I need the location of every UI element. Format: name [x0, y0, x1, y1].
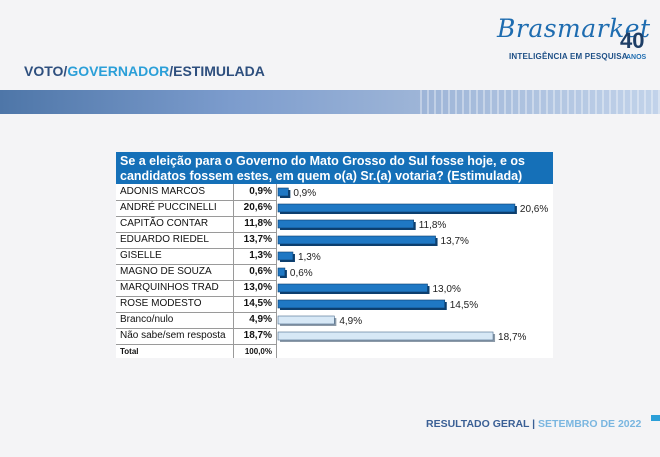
- decorative-band: [0, 90, 660, 114]
- table-row: ANDRÉ PUCCINELLI 20,6%: [116, 200, 276, 217]
- bar: [277, 251, 294, 261]
- candidate-name: EDUARDO RIEDEL: [120, 234, 209, 245]
- bar-group: 14,5%: [277, 299, 478, 311]
- bar-group: 18,7%: [277, 331, 527, 343]
- brasmarket-logo: Brasmarket 40 ANOS INTELIGÊNCIA EM PESQU…: [497, 14, 657, 64]
- candidate-name: ROSE MODESTO: [120, 298, 202, 309]
- page-title: VOTO/GOVERNADOR/ESTIMULADA: [24, 63, 265, 79]
- logo-script-text: Brasmarket: [497, 14, 651, 43]
- table-row: Não sabe/sem resposta 18,7%: [116, 328, 276, 345]
- candidate-percent: 13,0%: [243, 282, 272, 293]
- candidate-name: ADONIS MARCOS: [120, 186, 206, 197]
- bar-value-label: 0,9%: [293, 188, 316, 199]
- bar-value-label: 14,5%: [450, 300, 478, 311]
- bar-value-label: 20,6%: [520, 204, 548, 215]
- footer-result-label: RESULTADO GERAL: [426, 418, 530, 430]
- candidate-percent: 20,6%: [243, 202, 272, 213]
- footer-text: RESULTADO GERAL | SETEMBRO DE 2022: [426, 418, 641, 430]
- bar: [277, 235, 436, 245]
- title-part-governador: GOVERNADOR: [67, 63, 170, 79]
- candidate-name: CAPITÃO CONTAR: [120, 218, 209, 229]
- table-chart-divider: [276, 184, 277, 358]
- chart-question-header: Se a eleição para o Governo do Mato Gros…: [116, 152, 553, 184]
- bar-group: 20,6%: [277, 203, 548, 215]
- bar: [277, 219, 414, 229]
- logo-years-number: 40: [620, 28, 645, 53]
- candidate-percent: 4,9%: [249, 314, 272, 325]
- bar: [277, 283, 428, 293]
- bar-value-label: 0,6%: [290, 268, 313, 279]
- bar-group: 4,9%: [277, 315, 362, 327]
- bar-group: 1,3%: [277, 251, 321, 263]
- table-row: MARQUINHOS TRAD 13,0%: [116, 280, 276, 297]
- table-row: CAPITÃO CONTAR 11,8%: [116, 216, 276, 233]
- candidate-name: MAGNO DE SOUZA: [120, 266, 212, 277]
- bar-group: 13,0%: [277, 283, 461, 295]
- bar: [277, 187, 289, 197]
- bar-group: 11,8%: [277, 219, 447, 231]
- candidate-percent: 18,7%: [243, 330, 272, 341]
- footer-separator: |: [529, 418, 539, 430]
- candidate-percent: 13,7%: [243, 234, 272, 245]
- bar-chart-svg: 0,9% 20,6% 11,8% 13,7% 1,3% 0,6% 13,0% 14,5% 4,9…: [277, 187, 548, 343]
- logo-years-label: ANOS: [626, 54, 647, 61]
- candidate-percent: 0,9%: [249, 186, 272, 197]
- candidate-name: Não sabe/sem resposta: [120, 330, 226, 341]
- bar-group: 0,6%: [277, 267, 313, 279]
- candidate-percent: 1,3%: [249, 250, 272, 261]
- chart-question-line-1: Se a eleição para o Governo do Mato Gros…: [120, 154, 525, 168]
- bar: [277, 331, 494, 341]
- bar-value-label: 18,7%: [498, 332, 526, 343]
- bar-value-label: 13,0%: [433, 284, 461, 295]
- table-row: ADONIS MARCOS 0,9%: [116, 184, 276, 201]
- logo-subtitle: INTELIGÊNCIA EM PESQUISA: [509, 52, 628, 61]
- total-label: Total: [120, 347, 139, 356]
- title-part-estimulada: /ESTIMULADA: [169, 63, 265, 79]
- candidate-name: GISELLE: [120, 250, 162, 261]
- bar-value-label: 4,9%: [339, 316, 362, 327]
- footer-accent: [651, 415, 660, 421]
- candidate-name: Branco/nulo: [120, 314, 174, 325]
- candidate-percent: 11,8%: [244, 218, 272, 229]
- candidate-percent: 14,5%: [243, 298, 272, 309]
- bar-value-label: 13,7%: [441, 236, 469, 247]
- candidate-name: ANDRÉ PUCCINELLI: [120, 202, 217, 213]
- bar-value-label: 1,3%: [298, 252, 321, 263]
- bar: [277, 203, 516, 213]
- table-column-divider: [233, 184, 234, 358]
- candidate-table: ADONIS MARCOS 0,9% ANDRÉ PUCCINELLI 20,6% CA…: [116, 184, 276, 358]
- total-value: 100,0%: [244, 347, 272, 356]
- total-row: Total 100,0%: [116, 344, 276, 360]
- table-row: GISELLE 1,3%: [116, 248, 276, 265]
- title-part-voto: VOTO/: [24, 63, 68, 79]
- footer-date: SETEMBRO DE 2022: [538, 418, 642, 430]
- table-row: MAGNO DE SOUZA 0,6%: [116, 264, 276, 281]
- candidate-percent: 0,6%: [249, 266, 272, 277]
- chart-question-line-2: candidatos fossem estes, em quem o(a) Sr…: [120, 169, 523, 183]
- bar-group: 13,7%: [277, 235, 469, 247]
- table-row: ROSE MODESTO 14,5%: [116, 296, 276, 313]
- candidate-name: MARQUINHOS TRAD: [120, 282, 219, 293]
- bar: [277, 267, 286, 277]
- bar: [277, 299, 446, 309]
- table-row: EDUARDO RIEDEL 13,7%: [116, 232, 276, 249]
- bar-value-label: 11,8%: [419, 220, 447, 231]
- chart-panel: Se a eleição para o Governo do Mato Gros…: [116, 152, 553, 358]
- bar: [277, 315, 335, 325]
- table-row: Branco/nulo 4,9%: [116, 312, 276, 329]
- bar-group: 0,9%: [277, 187, 316, 199]
